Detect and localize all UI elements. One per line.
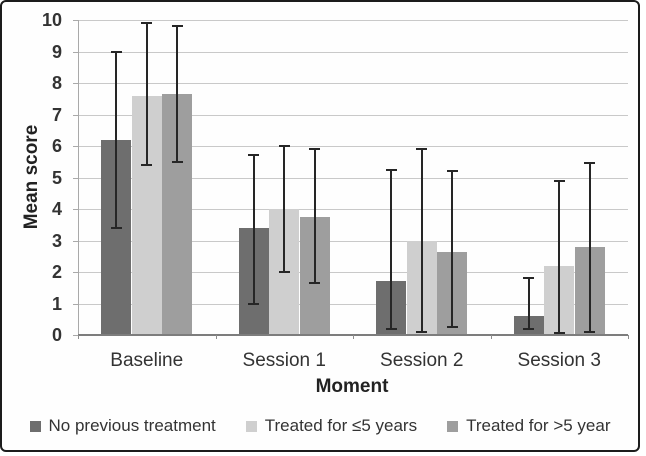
legend-swatch: [245, 420, 257, 432]
error-bar-cap-top: [309, 148, 321, 151]
y-axis-tick-label: 6: [51, 136, 62, 156]
y-axis-tick-label: 10: [41, 10, 62, 30]
y-axis-tick: [73, 20, 78, 21]
chart-legend: No previous treatment Treated for ≤5 year…: [0, 416, 640, 436]
y-axis-tick-label: 7: [51, 104, 62, 125]
y-axis-tick-label: 2: [51, 262, 62, 282]
legend-label: Treated for ≤5 years: [264, 416, 418, 435]
error-bar-cap-top: [446, 170, 458, 173]
gridline: [78, 83, 628, 84]
gridline: [78, 20, 628, 21]
y-axis-line: [78, 20, 79, 335]
error-bar-line: [313, 149, 316, 284]
error-bar-line: [527, 278, 530, 329]
x-axis-tick: [353, 335, 354, 339]
error-bar-cap-top: [110, 50, 122, 53]
error-bar-cap-top: [584, 162, 596, 165]
y-axis-title: Mean score: [21, 124, 42, 230]
x-axis-tick: [628, 335, 629, 339]
y-axis-tick-label: 9: [51, 41, 62, 62]
y-axis-tick-label: 3: [51, 230, 62, 251]
error-bar-cap-top: [171, 25, 183, 28]
gridline: [78, 146, 628, 147]
error-bar-line: [145, 23, 148, 165]
gridline: [78, 240, 628, 242]
y-axis-tick: [73, 146, 78, 147]
error-bar-cap-bottom: [446, 326, 458, 329]
error-bar-line: [420, 149, 423, 332]
y-axis-tick: [73, 272, 78, 273]
y-axis-tick: [73, 114, 78, 116]
error-bar-cap-bottom: [171, 160, 183, 163]
error-bar-cap-top: [385, 168, 397, 171]
y-axis-tick: [73, 51, 78, 53]
error-bar-line: [115, 51, 118, 228]
y-axis-tick: [73, 83, 78, 84]
legend-swatch: [447, 420, 459, 432]
error-bar-cap-bottom: [416, 330, 428, 333]
error-bar-line: [252, 155, 255, 304]
error-bar-cap-top: [416, 148, 428, 151]
error-bar-cap-bottom: [584, 330, 596, 333]
x-axis-category-label: Session 1: [242, 350, 326, 371]
error-bar-cap-bottom: [385, 327, 397, 330]
y-axis-tick-label: 0: [51, 325, 62, 345]
legend-item: Treated for >5 year: [447, 416, 611, 436]
error-bar-cap-top: [523, 277, 535, 280]
error-bar-cap-bottom: [309, 282, 321, 285]
y-axis-tick: [73, 240, 78, 242]
y-axis-tick-label: 1: [51, 293, 62, 314]
error-bar-cap-bottom: [248, 302, 260, 305]
x-axis-tick: [215, 335, 217, 339]
gridline: [78, 114, 628, 116]
error-bar-cap-bottom: [141, 163, 153, 166]
y-axis-tick-label: 5: [51, 167, 62, 188]
legend-label: Treated for >5 year: [466, 416, 611, 435]
y-axis-tick: [73, 335, 78, 336]
error-bar-cap-bottom: [523, 327, 535, 330]
gridline: [78, 209, 628, 210]
legend-label: No previous treatment: [48, 416, 216, 435]
error-bar-cap-bottom: [278, 271, 290, 273]
error-bar-line: [390, 169, 393, 329]
y-axis-tick: [73, 177, 78, 179]
error-bar-cap-top: [278, 145, 290, 147]
legend-item: No previous treatment: [29, 416, 216, 436]
error-bar-cap-top: [248, 154, 260, 157]
y-axis-tick-label: 8: [51, 73, 62, 93]
gridline: [78, 272, 628, 273]
error-bar-cap-top: [141, 22, 153, 25]
x-axis-category-label: Session 2: [380, 350, 464, 371]
legend-swatch: [29, 420, 41, 432]
error-bar-line: [283, 146, 286, 272]
error-bar-line: [588, 163, 591, 332]
x-axis-title: Moment: [315, 376, 389, 397]
y-axis-tick-label: 4: [51, 199, 62, 219]
x-axis-tick: [490, 335, 492, 339]
x-axis-category-label: Baseline: [110, 350, 184, 371]
x-axis-category-label: Session 3: [517, 350, 601, 371]
legend-item: Treated for ≤5 years: [245, 416, 418, 436]
x-axis-tick: [78, 335, 79, 339]
gridline: [78, 177, 628, 179]
gridline: [78, 51, 628, 53]
error-bar-line: [451, 171, 454, 328]
y-axis-tick: [73, 303, 78, 305]
error-bar-cap-bottom: [110, 226, 122, 229]
error-bar-cap-bottom: [553, 332, 565, 335]
error-bar-line: [558, 180, 561, 334]
error-bar-cap-top: [553, 179, 565, 182]
error-bar-line: [176, 26, 179, 162]
y-axis-tick: [73, 209, 78, 210]
gridline: [78, 303, 628, 305]
